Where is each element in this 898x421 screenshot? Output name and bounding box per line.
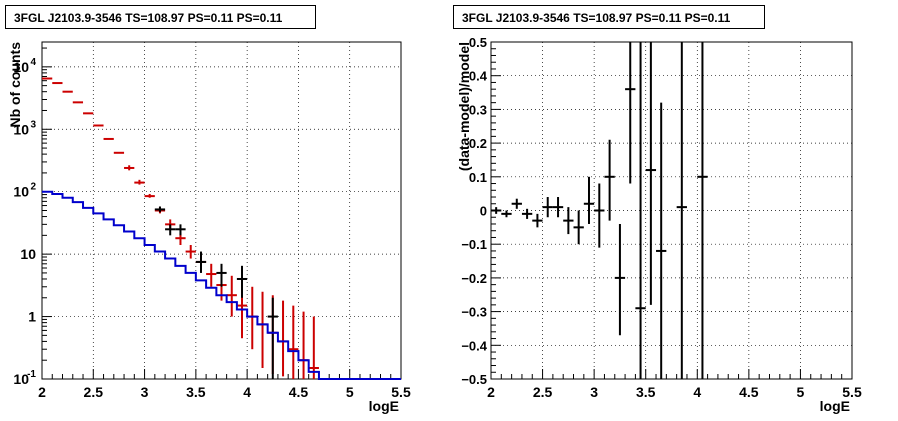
data-point [206, 263, 217, 287]
data-point [288, 305, 299, 379]
y-tick-label: −0.1 [461, 237, 487, 252]
x-tick-label: 4.5 [289, 384, 309, 400]
data-point [257, 291, 268, 369]
left-plot-title: 3FGL J2103.9-3546 TS=108.97 PS=0.11 PS=0… [5, 5, 316, 29]
x-tick-label: 5.5 [842, 384, 862, 400]
data-point [542, 197, 553, 218]
x-tick-label: 4 [693, 384, 701, 400]
x-tick-label: 2.5 [84, 384, 104, 400]
data-point [308, 316, 319, 379]
y-axis-title: (data-model)/model [456, 42, 472, 171]
data-point [216, 263, 227, 287]
y-tick-exponent: 2 [30, 182, 36, 193]
data-point [573, 210, 584, 245]
y-tick-label: 0.1 [469, 170, 487, 185]
x-tick-label: 4.5 [739, 384, 759, 400]
series-1 [154, 206, 278, 379]
data-point [236, 265, 248, 298]
x-tick-label: 2.5 [533, 384, 553, 400]
series-0 [491, 42, 708, 379]
x-tick-label: 3.5 [186, 384, 206, 400]
y-tick-label: 10 [13, 371, 29, 387]
data-point [594, 183, 605, 248]
y-tick-exponent: -1 [27, 369, 36, 380]
x-tick-label: 3 [590, 384, 598, 400]
data-point [501, 210, 512, 218]
data-point [521, 208, 533, 219]
data-point [175, 224, 186, 236]
x-tick-label: 3.5 [636, 384, 656, 400]
data-point [625, 42, 636, 184]
data-point [298, 311, 309, 379]
data-point [134, 179, 145, 185]
data-point [154, 206, 166, 213]
y-tick-exponent: 4 [30, 57, 36, 68]
data-point [635, 42, 646, 379]
data-point [195, 251, 207, 273]
data-point [656, 102, 667, 379]
plot-frame [41, 41, 402, 380]
y-tick-label: 0.4 [469, 69, 488, 84]
series-2 [42, 190, 401, 380]
y-tick-label: 10 [13, 121, 29, 137]
data-point [267, 297, 278, 379]
data-point [511, 198, 522, 209]
y-tick-label: −0.4 [461, 338, 487, 353]
data-point [247, 286, 258, 350]
data-point [532, 213, 543, 228]
x-axis-title: logE [369, 398, 399, 414]
y-tick-label: 0.5 [469, 35, 487, 50]
right-panel: 2 2.5 3 3.5 4 4.5 5 5.5 −0.5 −0.4 −0.3 −0.2 −0.1 0 0.1… [456, 35, 862, 414]
right-plot-title: 3FGL J2103.9-3546 TS=108.97 PS=0.11 PS=0… [453, 5, 765, 29]
data-point [604, 139, 615, 221]
y-tick-exponent: 3 [30, 119, 36, 130]
y-tick-label: 10 [20, 246, 36, 262]
x-tick-label: 5 [346, 384, 354, 400]
y-tick-label: 0.2 [469, 136, 487, 151]
x-tick-label: 5 [797, 384, 805, 400]
y-tick-label: 1 [28, 309, 36, 325]
data-point [676, 42, 687, 379]
x-axis-title: logE [820, 398, 850, 414]
data-point [124, 165, 135, 171]
data-point [583, 176, 595, 224]
x-tick-label: 4 [243, 384, 251, 400]
data-point [226, 275, 237, 317]
y-tick-label: 0 [480, 204, 487, 219]
data-point [144, 193, 155, 198]
data-point [552, 197, 564, 218]
model-step-line [42, 190, 401, 380]
y-tick-label: 0.3 [469, 102, 487, 117]
y-tick-label: −0.2 [461, 271, 487, 286]
y-tick-label: 10 [13, 184, 29, 200]
data-point [563, 207, 574, 235]
y-axis-title: Nb of counts [7, 42, 23, 128]
data-point [645, 42, 657, 305]
data-point [165, 224, 176, 236]
y-tick-label: 10 [13, 59, 29, 75]
y-tick-label: −0.3 [461, 305, 487, 320]
x-tick-label: 2 [487, 384, 495, 400]
x-tick-label: 3 [141, 384, 149, 400]
x-tick-label: 5.5 [391, 384, 411, 400]
data-point [491, 207, 502, 214]
x-tick-label: 2 [38, 384, 46, 400]
data-point [697, 42, 708, 379]
y-tick-label: −0.5 [461, 372, 487, 387]
data-point [277, 300, 289, 377]
data-point [614, 223, 626, 336]
data-point [185, 245, 196, 259]
